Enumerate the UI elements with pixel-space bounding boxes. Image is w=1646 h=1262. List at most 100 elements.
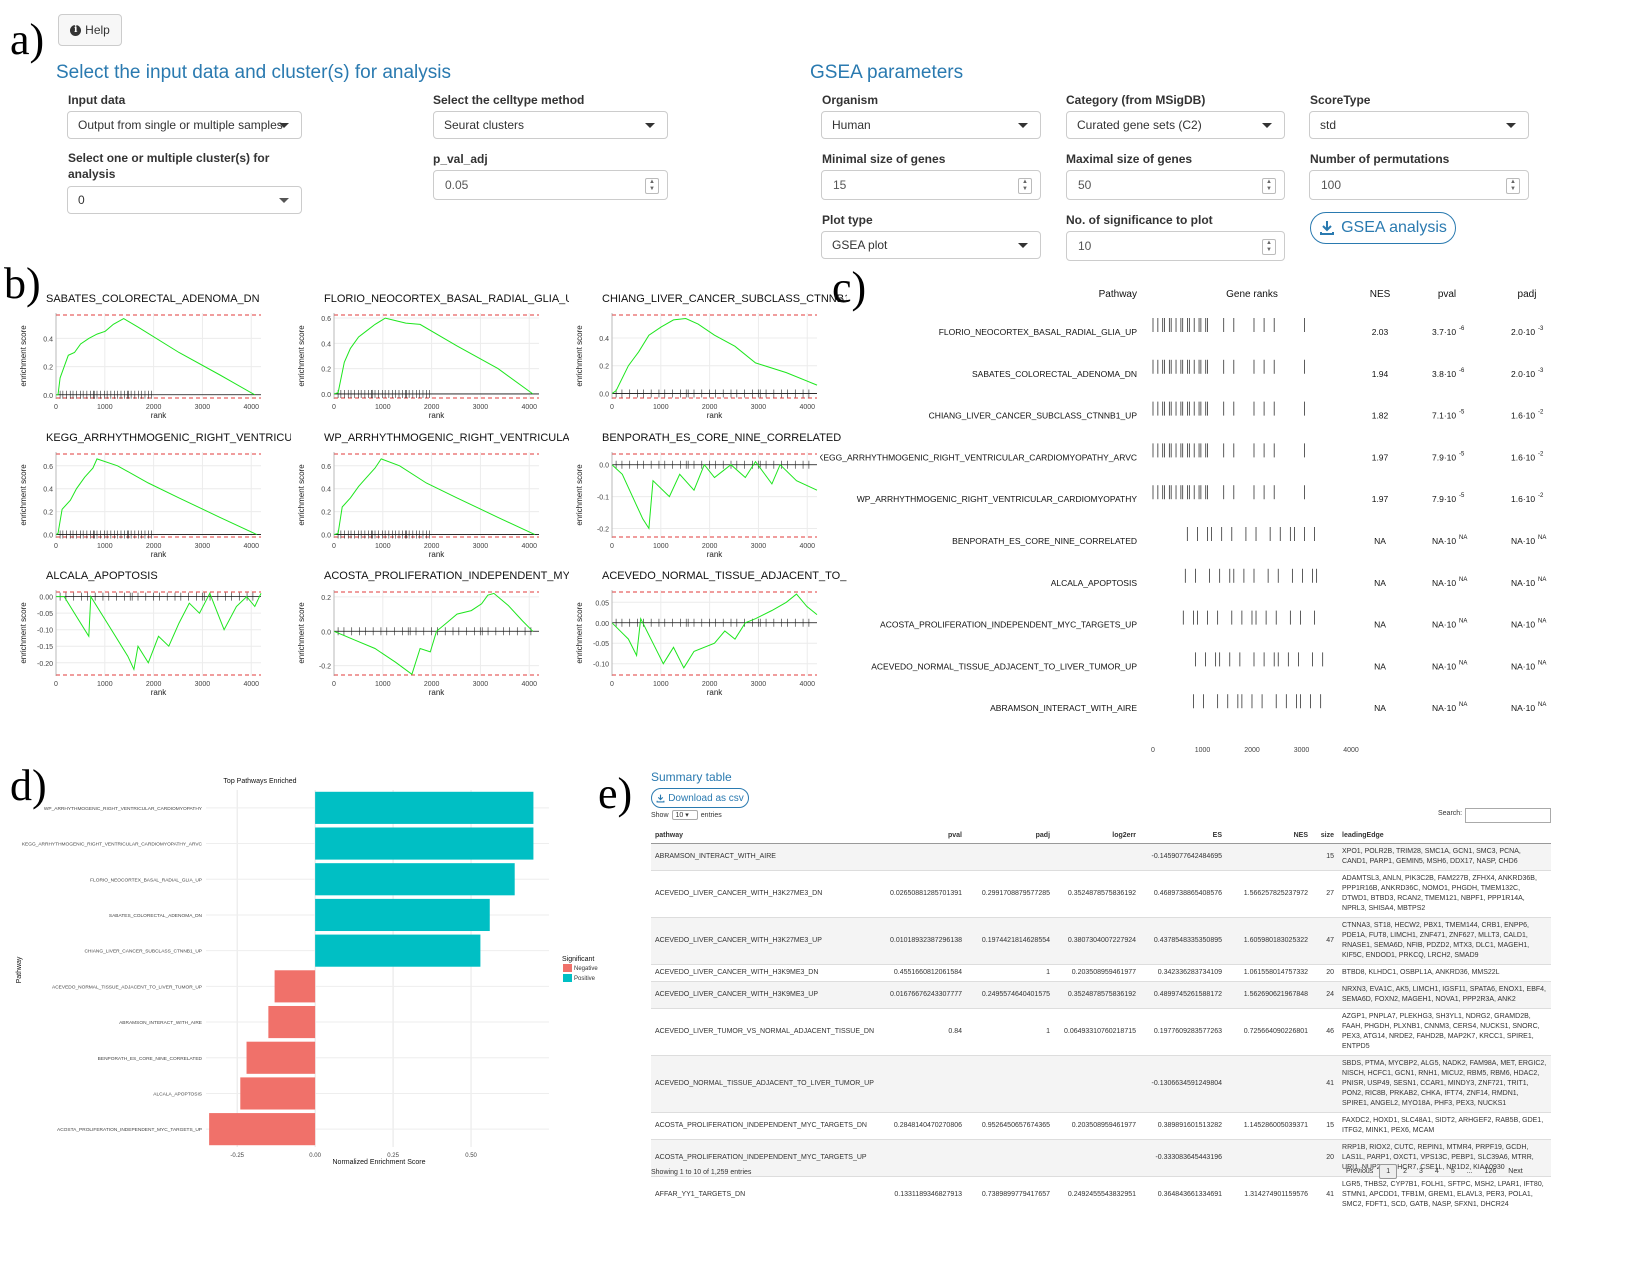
pval-label: p_val_adj (433, 152, 488, 166)
row-pval: 7.9·10 (1432, 494, 1456, 504)
x-tick-label: 4000 (243, 404, 259, 411)
page-link[interactable]: 4 (1434, 1168, 1439, 1175)
table-cell-padj: 0.1974421814628554 (966, 917, 1055, 965)
table-cell-nes: 1.566257825237972 (1226, 870, 1313, 918)
table-row[interactable]: ACEVEDO_LIVER_CANCER_WITH_H3K9ME3_UP 0.01… (651, 981, 1551, 1009)
enrichment-plot-title: ALCALA_APOPTOSIS (46, 570, 158, 582)
table-cell-leadingedge: FAXDC2, HOXD1, SLC48A1, SIDT2, ARHGEF2, … (1338, 1112, 1551, 1140)
y-tick-label: 0.2 (321, 367, 331, 374)
col-size[interactable]: size (1312, 827, 1339, 844)
table-cell-size: 27 (1312, 870, 1339, 918)
table-cell-padj: 1 (966, 964, 1055, 982)
gsea-analysis-button[interactable]: GSEA analysis (1310, 212, 1456, 244)
col-padj[interactable]: padj (966, 827, 1055, 844)
spinner-icon[interactable]: ▲ ▼ (1262, 239, 1276, 255)
x-axis-label: rank (151, 550, 168, 559)
col-header-padj: padj (1518, 289, 1537, 300)
col-leadingedge[interactable]: leadingEdge (1338, 827, 1551, 844)
scoretype-value: std (1320, 118, 1337, 132)
legend-swatch-negative (563, 964, 572, 972)
table-cell-es: 0.389891601513282 (1140, 1112, 1227, 1140)
panel-label-a: a) (10, 15, 45, 64)
row-padj: 2.0·10 (1511, 327, 1535, 337)
col-log2err[interactable]: log2err (1054, 827, 1141, 844)
scoretype-label: ScoreType (1310, 93, 1371, 107)
minsize-input[interactable]: 15 ▲ ▼ (821, 170, 1041, 200)
table-cell-log2err: 0.203508959461977 (1054, 1112, 1141, 1140)
page-link[interactable]: 126 (1484, 1168, 1497, 1175)
category-label: ACOSTA_PROLIFERATION_INDEPENDENT_MYC_TAR… (57, 1127, 202, 1133)
row-nes: 1.82 (1372, 411, 1389, 421)
search-input[interactable] (1465, 808, 1551, 823)
organism-select[interactable]: Human (821, 111, 1041, 139)
enrichment-plot-title: WP_ARRHYTHMOGENIC_RIGHT_VENTRICULAR_CARD… (324, 432, 569, 444)
x-axis-label: rank (429, 411, 446, 420)
enrichment-plot: 0.6 0.4 0.2 0.00 1000 2000 3000 4000 rank enrichm… (19, 452, 261, 559)
pval-input[interactable]: 0.05 ▲ ▼ (433, 170, 668, 200)
enrichment-plot-title: BENPORATH_ES_CORE_NINE_CORRELATED (602, 432, 842, 444)
scoretype-select[interactable]: std (1309, 111, 1529, 139)
table-row[interactable]: ACEVEDO_LIVER_CANCER_WITH_H3K27ME3_DN 0.0… (651, 870, 1551, 918)
nsig-input[interactable]: 10 ▲ ▼ (1066, 231, 1285, 261)
row-nes: 1.94 (1372, 369, 1389, 379)
bar (209, 1113, 316, 1146)
help-button[interactable]: i Help (58, 14, 122, 46)
input-data-select[interactable]: Output from single or multiple samples (67, 111, 302, 139)
plottype-select[interactable]: GSEA plot (821, 231, 1041, 259)
maxsize-input[interactable]: 50 ▲ ▼ (1066, 170, 1285, 200)
table-cell-padj: 0.2991708879577285 (966, 870, 1055, 918)
table-row[interactable]: ACOSTA_PROLIFERATION_INDEPENDENT_MYC_TAR… (651, 1139, 1551, 1177)
x-tick-label: 2000 (424, 543, 440, 550)
gsea-table-row: ACEVEDO_NORMAL_TISSUE_ADJACENT_TO_LIVER_… (871, 652, 1546, 671)
page-length-select[interactable]: 10 ▾ (671, 810, 698, 820)
table-cell-log2err: 0.3524878575836192 (1054, 870, 1141, 918)
x-tick-label: 0 (54, 681, 58, 688)
row-padj-exp: -2 (1538, 410, 1544, 416)
col-pval[interactable]: pval (878, 827, 967, 844)
table-row[interactable]: AFFAR_YY1_TARGETS_DN 0.1331189346827913 0.… (651, 1176, 1551, 1213)
col-es[interactable]: ES (1140, 827, 1227, 844)
table-row[interactable]: ACEVEDO_NORMAL_TISSUE_ADJACENT_TO_LIVER_… (651, 1055, 1551, 1113)
minsize-value: 15 (833, 178, 847, 192)
page-link[interactable]: 3 (1419, 1168, 1423, 1175)
page-link[interactable]: 1 (1379, 1164, 1398, 1179)
cluster-select[interactable]: 0 (67, 186, 302, 214)
x-tick-label: 4000 (243, 681, 259, 688)
table-row[interactable]: ACEVEDO_LIVER_CANCER_WITH_H3K27ME3_UP 0.0… (651, 917, 1551, 965)
category-label: FLORIO_NEOCORTEX_BASAL_RADIAL_GLIA_UP (90, 877, 202, 883)
celltype-select[interactable]: Seurat clusters (433, 111, 668, 139)
page-link[interactable]: 5 (1450, 1168, 1455, 1175)
table-row[interactable]: ACOSTA_PROLIFERATION_INDEPENDENT_MYC_TAR… (651, 1112, 1551, 1140)
table-row[interactable]: ACEVEDO_LIVER_TUMOR_VS_NORMAL_ADJACENT_T… (651, 1008, 1551, 1056)
row-pval: NA·10 (1432, 661, 1456, 671)
download-csv-button[interactable]: Download as csv (651, 788, 749, 808)
gsea-table-row: ACOSTA_PROLIFERATION_INDEPENDENT_MYC_TAR… (880, 610, 1546, 630)
col-nes[interactable]: NES (1226, 827, 1313, 844)
table-row[interactable]: ACEVEDO_LIVER_CANCER_WITH_H3K9ME3_DN 0.45… (651, 964, 1551, 982)
table-cell-size: 20 (1312, 1139, 1339, 1177)
spinner-icon[interactable]: ▲ ▼ (1262, 178, 1276, 194)
spinner-icon[interactable]: ▲ ▼ (645, 178, 659, 194)
row-pval: NA·10 (1432, 703, 1456, 713)
gsea-table-row: ALCALA_APOPTOSIS NA NA·10 NA NA·10 NA (1051, 568, 1546, 588)
nsig-label: No. of significance to plot (1066, 213, 1213, 227)
table-cell-nes: 1.605980183025322 (1226, 917, 1313, 965)
gsea-table-row: SABATES_COLORECTAL_ADENOMA_DN 1.94 3.8·10-… (972, 359, 1544, 379)
category-select[interactable]: Curated gene sets (C2) (1066, 111, 1285, 139)
col-pathway[interactable]: pathway (651, 827, 879, 844)
permutations-input[interactable]: 100 ▲ ▼ (1309, 170, 1529, 200)
y-axis-label: enrichment score (297, 602, 306, 664)
row-pathway: CHIANG_LIVER_CANCER_SUBCLASS_CTNNB1_UP (929, 411, 1138, 421)
enrichment-plot-title: ACEVEDO_NORMAL_TISSUE_ADJACENT_TO_LIVER_… (602, 570, 847, 582)
spinner-icon[interactable]: ▲ ▼ (1506, 178, 1520, 194)
page-link[interactable]: Previous (1346, 1168, 1374, 1175)
input-data-label: Input data (68, 93, 126, 107)
y-tick-label: 0.4 (43, 487, 53, 494)
chevron-down-icon (1506, 123, 1516, 128)
page-link[interactable]: Next (1508, 1168, 1523, 1175)
x-tick-label: 2000 (424, 404, 440, 411)
page-link[interactable]: 2 (1403, 1168, 1408, 1175)
spinner-icon[interactable]: ▲ ▼ (1018, 178, 1032, 194)
table-row[interactable]: ABRAMSON_INTERACT_WITH_AIRE -0.1459077642… (651, 843, 1551, 871)
bar (246, 1041, 316, 1074)
